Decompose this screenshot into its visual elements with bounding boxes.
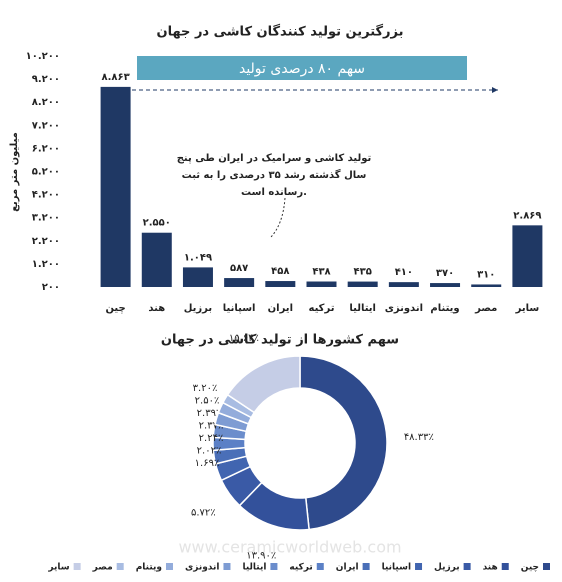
- bar-title: بزرگترین تولید کنندگان کاشی در جهان: [156, 24, 403, 40]
- slice-label: ۱۵.۶۴٪: [229, 333, 259, 344]
- bar: [430, 283, 461, 287]
- y-tick-label: ۸.۲۰۰: [32, 97, 60, 108]
- donut-slice: [299, 355, 388, 531]
- slice-label: ۲.۵۰٪: [195, 396, 220, 407]
- bar: [512, 225, 543, 287]
- value-label: ۱.۰۴۹: [184, 252, 212, 263]
- bar: [100, 86, 131, 287]
- legend-label: ترکیه: [289, 563, 312, 573]
- legend-label: ایران: [336, 563, 359, 573]
- bar: [388, 282, 419, 287]
- legend-marker: [543, 563, 550, 570]
- watermark: www.ceramicworldweb.com: [178, 538, 401, 557]
- y-axis-label: میلیون متر مربع: [9, 132, 20, 212]
- y-tick-label: ۱۰.۲۰۰: [26, 51, 60, 62]
- x-tick-label: مصر: [474, 303, 497, 314]
- value-label: ۵۸۷: [230, 263, 248, 274]
- x-tick-label: اسپانیا: [223, 303, 256, 314]
- legend-label: سایر: [47, 563, 69, 573]
- value-label: ۴۳۸: [312, 267, 330, 278]
- note-line: تولید کاشی و سرامیک در ایران طی پنج: [177, 153, 372, 164]
- x-tick-label: سایر: [515, 303, 540, 314]
- value-label: ۲.۵۵۰: [143, 218, 171, 229]
- bar: [306, 281, 337, 287]
- legend-marker: [501, 563, 509, 570]
- value-label: ۲.۸۶۹: [513, 210, 541, 221]
- bar: [224, 278, 255, 287]
- legend-label: ویتنام: [136, 563, 162, 573]
- slice-label: ۴۸.۳۳٪: [404, 432, 434, 443]
- legend-label: هند: [483, 563, 498, 573]
- x-tick-label: چین: [105, 303, 125, 314]
- x-tick-label: ایران: [268, 303, 293, 314]
- y-tick-label: ۲۰۰: [42, 282, 60, 293]
- bar: [265, 281, 296, 287]
- note-line: سال گذشته رشد ۳۵ درصدی را به ثبت: [182, 168, 367, 181]
- legend-marker: [223, 563, 231, 570]
- slice-label: ۲.۲۴٪: [199, 433, 224, 444]
- y-tick-label: ۹.۲۰۰: [32, 74, 60, 85]
- legend-marker: [165, 563, 173, 570]
- slice-label: ۲.۳۷٪: [199, 421, 224, 432]
- slice-label: ۵.۷۲٪: [191, 507, 216, 518]
- y-tick-label: ۳.۲۰۰: [32, 213, 60, 224]
- y-tick-label: ۵.۲۰۰: [32, 167, 60, 178]
- value-label: ۴۳۵: [354, 267, 372, 278]
- legend-marker: [73, 563, 81, 570]
- legend-label: ایتالیا: [242, 563, 266, 573]
- note-line: رسانده است.: [241, 187, 307, 198]
- x-tick-label: ایتالیا: [349, 303, 376, 314]
- legend-marker: [463, 563, 471, 570]
- note-leader: [269, 197, 286, 239]
- y-tick-label: ۴.۲۰۰: [32, 190, 60, 201]
- bar: [347, 281, 378, 287]
- x-tick-label: برزیل: [184, 303, 212, 314]
- bar: [182, 267, 213, 287]
- value-label: ۴۵۸: [271, 266, 289, 277]
- x-tick-label: ترکیه: [309, 303, 335, 314]
- legend-marker: [116, 563, 124, 570]
- banner-text: سهم ۸۰ درصدی تولید: [239, 61, 365, 77]
- value-label: ۴۱۰: [395, 267, 413, 278]
- legend-label: برزیل: [434, 563, 460, 573]
- value-label: ۳۷۰: [436, 268, 454, 279]
- y-tick-label: ۱.۲۰۰: [32, 259, 60, 270]
- legend-label: اندونزی: [185, 563, 219, 573]
- donut-title: سهم کشورها از تولید کاشی در جهان: [161, 333, 399, 348]
- slice-label: ۱۳.۹۰٪: [246, 551, 276, 562]
- x-tick-label: ویتنام: [430, 303, 459, 314]
- legend-label: اسپانیا: [382, 563, 411, 573]
- donut-slice: [226, 355, 301, 414]
- value-label: ۳۱۰: [477, 269, 495, 280]
- y-tick-label: ۶.۲۰۰: [32, 143, 60, 154]
- legend-marker: [270, 563, 278, 570]
- value-label: ۸.۸۶۳: [101, 72, 129, 83]
- slice-label: ۱.۶۹٪: [195, 458, 220, 469]
- bar: [471, 284, 502, 287]
- banner-box: [137, 56, 467, 80]
- legend-marker: [362, 563, 370, 570]
- slice-label: ۲.۰۲٪: [197, 446, 222, 457]
- legend-label: چین: [521, 563, 539, 573]
- y-tick-label: ۲.۲۰۰: [32, 236, 60, 247]
- legend-marker: [316, 563, 324, 570]
- x-tick-label: هند: [148, 303, 165, 314]
- slice-label: ۲.۳۹٪: [197, 408, 222, 419]
- y-tick-label: ۷.۲۰۰: [32, 120, 60, 131]
- legend-label: مصر: [92, 563, 113, 573]
- legend-marker: [415, 563, 423, 570]
- x-tick-label: اندونزی: [385, 303, 423, 314]
- slice-label: ۳.۲۰٪: [193, 383, 218, 394]
- bar: [141, 232, 172, 287]
